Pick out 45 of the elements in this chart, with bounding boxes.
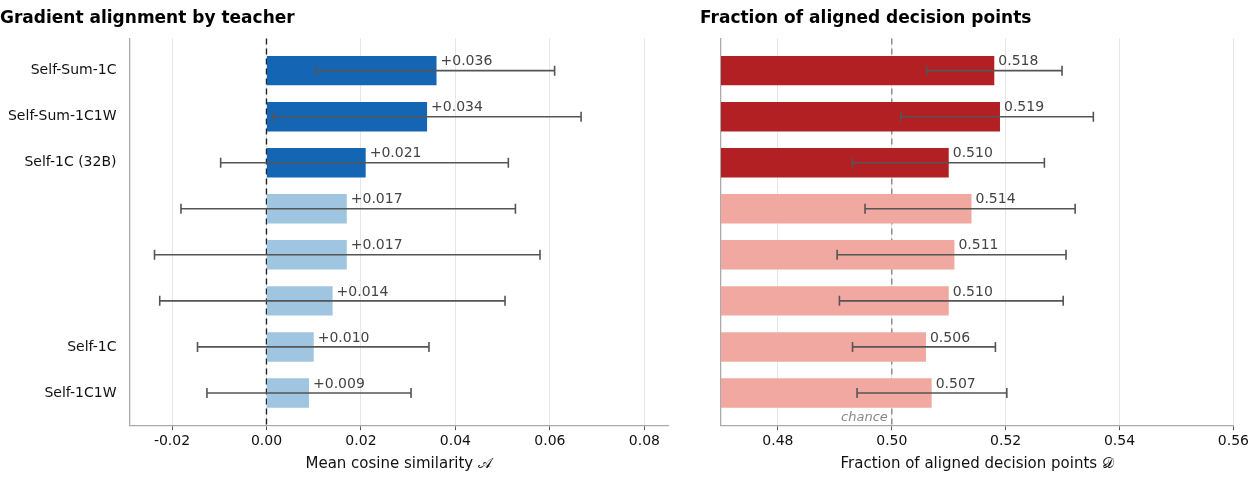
data-label: 0.519 [1003, 98, 1045, 115]
data-label: +0.009 [312, 374, 365, 391]
bar [266, 101, 428, 132]
data-label: +0.017 [350, 236, 403, 253]
data-label: +0.021 [369, 144, 422, 161]
y-tick-label: Self-Sum-1C1W [7, 107, 117, 124]
bar [266, 378, 309, 408]
bar [266, 147, 366, 178]
data-label: 0.510 [952, 282, 993, 299]
x-tick-label: 0.50 [876, 432, 908, 449]
bar [266, 332, 314, 362]
data-label: +0.010 [317, 328, 370, 345]
x-tick-label: 0.54 [1103, 432, 1136, 449]
x-tick-label: 0.08 [628, 432, 660, 449]
bar [266, 286, 333, 316]
x-tick-label: 0.00 [250, 432, 283, 449]
chart-title: Gradient alignment by teacher [0, 6, 296, 27]
bar [266, 240, 347, 270]
data-label: +0.034 [431, 98, 483, 115]
data-label: +0.036 [440, 52, 493, 69]
x-tick-label: 0.04 [439, 432, 472, 449]
x-axis-title: Mean cosine similarity 𝒜 [305, 453, 495, 472]
x-tick-label: 0.56 [1217, 432, 1250, 449]
data-label: 0.506 [929, 328, 971, 345]
ref-line-label: chance [841, 409, 888, 425]
data-label: 0.514 [975, 190, 1016, 207]
data-label: 0.507 [935, 374, 976, 391]
x-axis-title: Fraction of aligned decision points 𝒟 [840, 453, 1114, 472]
x-tick-label: 0.06 [534, 432, 566, 449]
bar [266, 194, 347, 224]
x-tick-label: -0.02 [153, 432, 191, 449]
data-label: +0.014 [336, 282, 389, 299]
x-tick-label: 0.52 [990, 432, 1022, 449]
data-label: 0.518 [998, 52, 1039, 69]
y-tick-label: Self-1C1W [44, 383, 117, 400]
y-tick-label: Self-Sum-1C [30, 61, 117, 78]
chart-title: Fraction of aligned decision points [700, 6, 1032, 27]
data-label: 0.511 [958, 236, 999, 253]
x-tick-label: 0.02 [345, 432, 377, 449]
y-tick-label: Self-1C [67, 337, 117, 354]
y-tick-label: Self-1C (32B) [24, 153, 117, 170]
data-label: 0.510 [952, 144, 993, 161]
x-tick-label: 0.48 [762, 432, 794, 449]
data-label: +0.017 [350, 190, 403, 207]
bar [266, 55, 437, 86]
